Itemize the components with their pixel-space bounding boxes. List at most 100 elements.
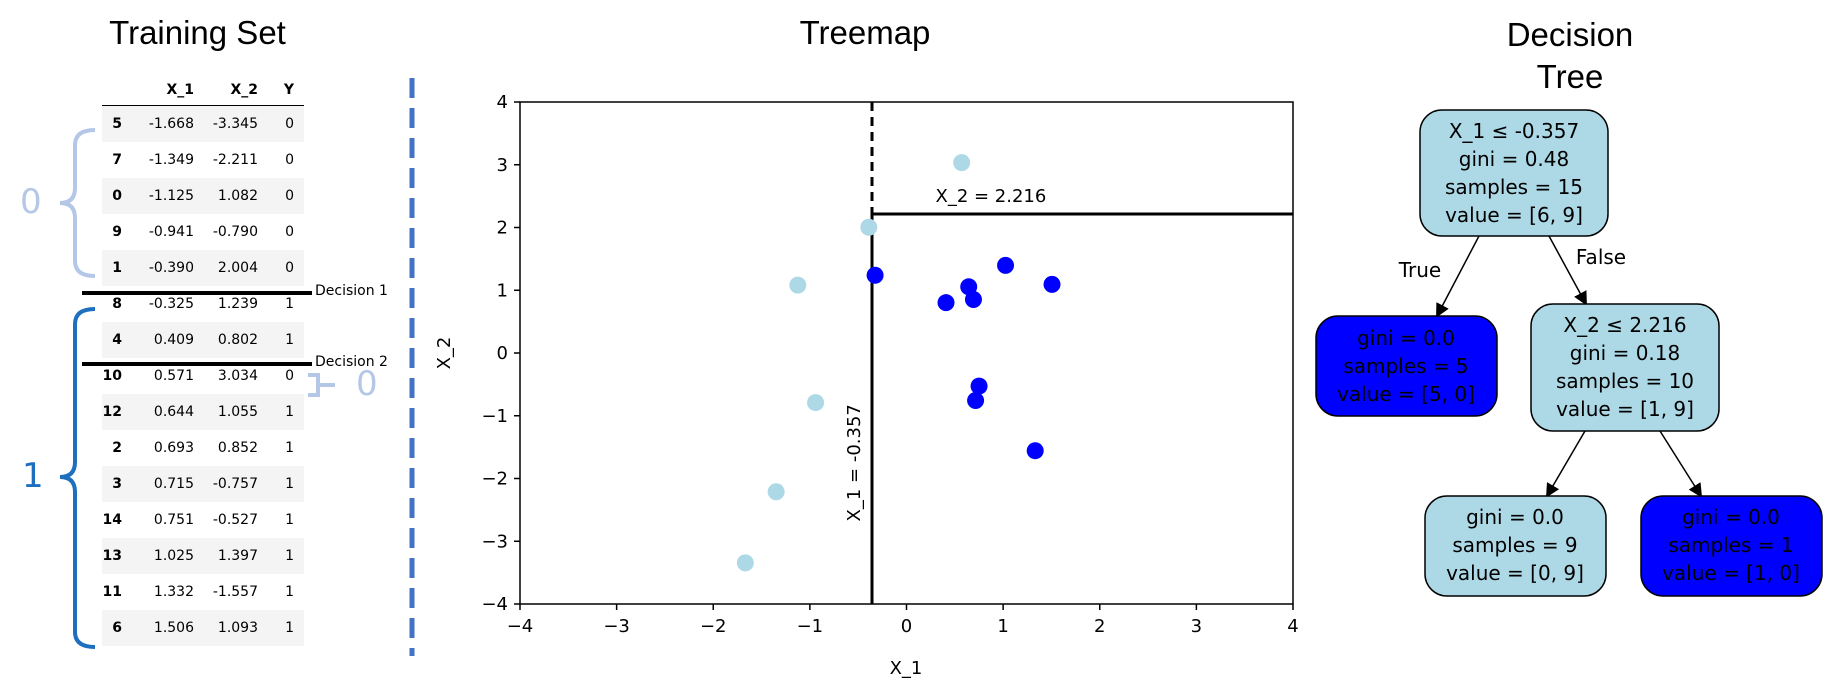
y-tick-label: −1 (481, 406, 508, 427)
row-index: 13 (102, 548, 122, 564)
leaf-b-line-2: samples = 1 (1668, 533, 1793, 557)
y-axis-label: X_2 (434, 337, 455, 370)
edge-mid-leafb (1659, 430, 1703, 498)
tree-node-mid: X_2 ≤ 2.216 gini = 0.18 samples = 10 val… (1530, 303, 1720, 432)
table-row: 9 -0.941 -0.790 0 (102, 214, 304, 250)
row-x2: -1.557 (212, 584, 258, 600)
table-header-row: X_1 X_2 Y (102, 75, 304, 106)
x-tick-label: 4 (1287, 616, 1298, 637)
tree-node-left-leaf: gini = 0.0 samples = 5 value = [5, 0] (1315, 315, 1498, 417)
row-x1: 0.715 (153, 476, 194, 492)
row-index: 8 (112, 296, 122, 312)
edge-true-label: True (1398, 258, 1441, 282)
y-tick-label: 0 (497, 343, 508, 364)
row-y: 0 (285, 368, 294, 384)
scatter-point-class1 (960, 278, 978, 296)
row-index: 0 (112, 188, 122, 204)
leaf-a-line-2: samples = 9 (1452, 533, 1577, 557)
training-table: X_1 X_2 Y 5 -1.668 -3.345 0 7 -1.349 -2.211 0 0 -… (102, 75, 304, 646)
decision-1-line (82, 291, 312, 295)
root-line-4: value = [6, 9] (1445, 203, 1583, 227)
row-index: 4 (112, 332, 122, 348)
training-set-title: Training Set (109, 14, 286, 51)
scatter-point-class1 (1043, 275, 1061, 293)
row-x2: 1.082 (217, 188, 258, 204)
y-tick-label: 2 (497, 218, 508, 239)
row-y: 0 (285, 188, 294, 204)
left-leaf-line-3: value = [5, 0] (1337, 382, 1475, 406)
row-x1: 0.644 (153, 404, 194, 420)
row-x2: -0.790 (212, 224, 258, 240)
x-tick-label: −2 (700, 616, 727, 637)
row-x1: 0.751 (153, 512, 194, 528)
row-y: 0 (285, 224, 294, 240)
row-x2: -0.527 (212, 512, 258, 528)
row-x1: 1.025 (153, 548, 194, 564)
row-index: 10 (102, 368, 122, 384)
row-x1: 0.571 (153, 368, 194, 384)
row-x2: -0.757 (212, 476, 258, 492)
scatter-points (736, 154, 1061, 572)
tree-node-leaf-a: gini = 0.0 samples = 9 value = [0, 9] (1424, 495, 1607, 597)
leaf-a-line-3: value = [0, 9] (1446, 561, 1584, 585)
row-x1: 0.693 (153, 440, 194, 456)
leaf-a-line-1: gini = 0.0 (1466, 505, 1564, 529)
bracket-bottom (59, 307, 96, 649)
decision-tree-title-line1: Decision (1506, 16, 1634, 53)
row-x2: 0.802 (217, 332, 258, 348)
y-tick-label: 1 (497, 280, 508, 301)
row-x2: 0.852 (217, 440, 258, 456)
row-y: 0 (285, 152, 294, 168)
scatter-point-class0 (807, 394, 825, 412)
header-index (102, 75, 130, 106)
left-leaf-line-2: samples = 5 (1343, 354, 1468, 378)
group-brackets (59, 78, 415, 656)
header-x1: X_1 (130, 75, 194, 106)
split1-label: X_1 = -0.357 (844, 404, 865, 521)
bracket-top (59, 128, 96, 278)
table-row: 11 1.332 -1.557 1 (102, 574, 304, 610)
y-tick-label: −2 (481, 469, 508, 490)
y-tick-label: −3 (481, 531, 508, 552)
table-row: 0 -1.125 1.082 0 (102, 178, 304, 214)
table-row: 14 0.751 -0.527 1 (102, 502, 304, 538)
row-x2: 3.034 (217, 368, 258, 384)
row-index: 14 (102, 512, 122, 528)
mid-line-2: gini = 0.18 (1570, 341, 1681, 365)
y-tick-label: 3 (497, 155, 508, 176)
row-y: 1 (285, 548, 294, 564)
row-y: 1 (285, 440, 294, 456)
row-y: 1 (285, 404, 294, 420)
scatter-point-class1 (970, 377, 988, 395)
row-index: 9 (112, 224, 122, 240)
table-row: 13 1.025 1.397 1 (102, 538, 304, 574)
row-y: 1 (285, 584, 294, 600)
row-x2: 1.397 (217, 548, 258, 564)
scatter-point-class1 (937, 294, 955, 312)
row-index: 2 (112, 440, 122, 456)
bracket-small (308, 373, 335, 397)
header-x2: X_2 (194, 75, 258, 106)
y-tick-label: −4 (481, 594, 508, 615)
scatter-point-class1 (997, 256, 1015, 274)
scatter-point-class0 (860, 218, 878, 236)
group-label-top: 0 (20, 182, 42, 222)
table-row: 2 0.693 0.852 1 (102, 430, 304, 466)
root-line-2: gini = 0.48 (1459, 147, 1570, 171)
decision-tree-title: Decision Tree (1470, 14, 1670, 98)
x-tick-label: −4 (507, 616, 534, 637)
table-row: 10 0.571 3.034 0 (102, 358, 304, 394)
row-x2: 1.093 (217, 620, 258, 636)
table-row: 8 -0.325 1.239 1 (102, 286, 304, 322)
row-y: 1 (285, 512, 294, 528)
row-index: 6 (112, 620, 122, 636)
mid-line-3: samples = 10 (1556, 369, 1694, 393)
split-lines: X_1 = -0.357 X_2 = 2.216 (844, 102, 1293, 604)
edge-root-left (1436, 235, 1480, 318)
row-x1: 0.409 (153, 332, 194, 348)
row-index: 12 (102, 404, 122, 420)
table-row: 4 0.409 0.802 1 (102, 322, 304, 358)
leaf-b-line-1: gini = 0.0 (1682, 505, 1780, 529)
x-tick-label: 0 (901, 616, 912, 637)
row-x1: -0.941 (148, 224, 194, 240)
